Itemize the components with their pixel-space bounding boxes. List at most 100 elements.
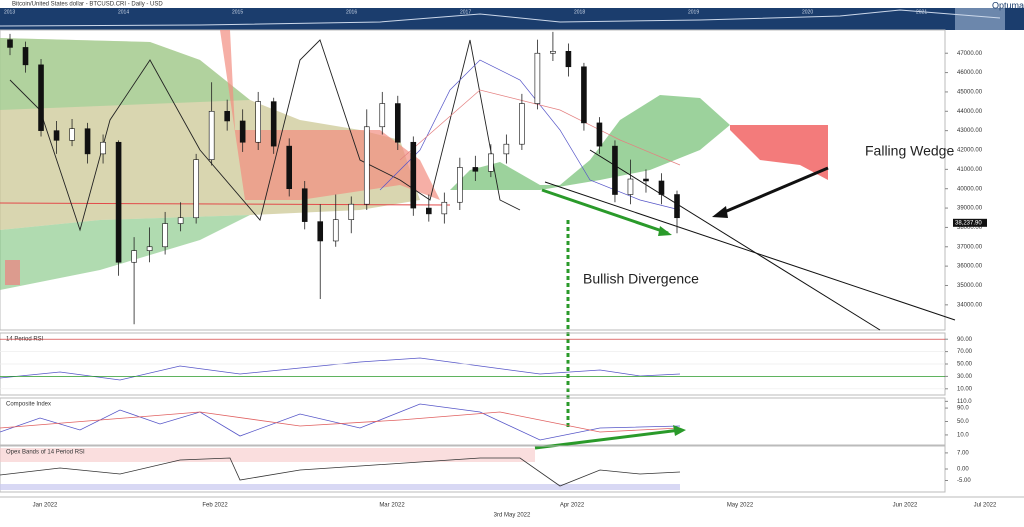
fast-average	[0, 411, 681, 433]
volume-profile	[0, 215, 250, 290]
candle-body	[627, 178, 634, 195]
candle-body	[612, 145, 618, 195]
candle-body	[379, 103, 386, 128]
x-tick-label: Jan 2022	[33, 503, 58, 509]
composite-panel	[0, 397, 946, 450]
y-tick-label: 90.00	[957, 337, 973, 343]
candle-body	[363, 126, 370, 205]
candle-body	[441, 201, 448, 215]
y-tick-label: 39000.00	[957, 206, 983, 212]
lower-band	[0, 484, 680, 490]
panel-title: Composite Index	[6, 402, 51, 408]
nav-year: 2017	[460, 9, 471, 15]
candle-body	[53, 130, 60, 141]
candle-body	[286, 145, 293, 190]
candle-body	[457, 167, 463, 203]
date-caption: 3rd May 2022	[494, 513, 531, 519]
candle-body	[208, 110, 215, 160]
candle-body	[84, 128, 91, 155]
candle-body	[519, 103, 525, 145]
candle-body	[332, 219, 339, 242]
divergence-arrow	[541, 188, 669, 235]
y-tick-label: -5.00	[957, 478, 971, 484]
nav-year: 2014	[118, 9, 129, 15]
y-tick-label: 42000.00	[957, 148, 983, 154]
y-tick-label: 50.0	[957, 419, 969, 425]
candle-body	[394, 103, 401, 143]
y-tick-label: 43000.00	[957, 128, 983, 134]
candle-body	[162, 223, 168, 248]
lagging-line	[9, 39, 521, 232]
y-tick-label: 30.00	[957, 374, 973, 380]
y-tick-label: 35000.00	[957, 283, 983, 289]
panel-frame	[0, 397, 946, 446]
candle-body	[410, 141, 417, 209]
y-tick-label: 47000.00	[957, 51, 983, 57]
candle-body	[674, 194, 680, 219]
panel-title: Opex Bands of 14 Period RSI	[6, 450, 85, 456]
candle-body	[581, 66, 587, 124]
candle-body	[550, 50, 556, 54]
candle-body	[643, 178, 649, 182]
y-tick-label: 10.0	[957, 433, 969, 439]
candle-body	[565, 50, 572, 68]
x-tick-label: Mar 2022	[379, 503, 405, 509]
candle-body	[426, 207, 432, 215]
candle-body	[488, 153, 494, 172]
panel-title: 14 Period RSI	[6, 337, 44, 343]
arrow-head	[673, 425, 686, 436]
brand: Optuma	[992, 0, 1024, 10]
candle-body	[348, 203, 355, 220]
y-tick-label: 70.00	[957, 349, 973, 355]
candle-body	[534, 52, 541, 104]
candle-body	[177, 217, 184, 224]
nav-year: 2019	[688, 9, 699, 15]
x-tick-label: Jul 2022	[974, 503, 997, 509]
x-tick-label: Apr 2022	[560, 503, 585, 509]
cloud	[730, 125, 828, 180]
candle-body	[131, 250, 137, 263]
cloud	[450, 95, 730, 190]
y-tick-label: 10.00	[957, 386, 973, 392]
candle-body	[100, 141, 106, 155]
y-tick-label: 50.00	[957, 362, 973, 368]
candle-body	[658, 180, 665, 195]
candle-body	[270, 101, 277, 147]
volume-profile	[0, 38, 250, 110]
upper-band	[0, 448, 535, 462]
chart-title: Bitcoin/United States dollar - BTCUSD.CR…	[12, 2, 163, 8]
y-tick-label: 90.0	[957, 406, 969, 412]
navigator[interactable]	[0, 8, 1024, 30]
y-tick-label: 0.00	[957, 467, 969, 473]
y-tick-label: 36000.00	[957, 264, 983, 270]
nav-year: 2015	[232, 9, 243, 15]
candle-body	[224, 110, 230, 122]
opex-panel	[0, 445, 946, 493]
x-tick-label: Jun 2022	[893, 503, 918, 509]
y-tick-label: 40000.00	[957, 186, 983, 192]
divergence-arrow	[534, 428, 681, 450]
annotation: Falling Wedge	[865, 143, 954, 159]
annotation-arrow	[721, 166, 829, 215]
rsi-line	[0, 357, 681, 381]
main-panel: Falling Wedge Bullish Divergence	[0, 29, 956, 430]
arrow-head	[658, 226, 672, 236]
nav-year: 2020	[802, 9, 813, 15]
level-line	[0, 202, 451, 206]
candle-body	[317, 221, 324, 242]
nav-year: 2021	[916, 9, 927, 15]
candle-body	[503, 143, 510, 155]
panel-frame	[0, 29, 946, 331]
nav-year: 2016	[346, 9, 357, 15]
candle-body	[115, 141, 122, 263]
opex-line	[0, 457, 681, 487]
nav-year: 2013	[4, 9, 15, 15]
candle-body	[472, 167, 479, 172]
nav-year: 2018	[574, 9, 585, 15]
y-tick-label: 38000.00	[957, 225, 983, 231]
candle-body	[301, 188, 308, 222]
navigator-window[interactable]	[955, 8, 1005, 30]
candle-body	[193, 159, 199, 219]
wedge-line	[589, 149, 881, 331]
